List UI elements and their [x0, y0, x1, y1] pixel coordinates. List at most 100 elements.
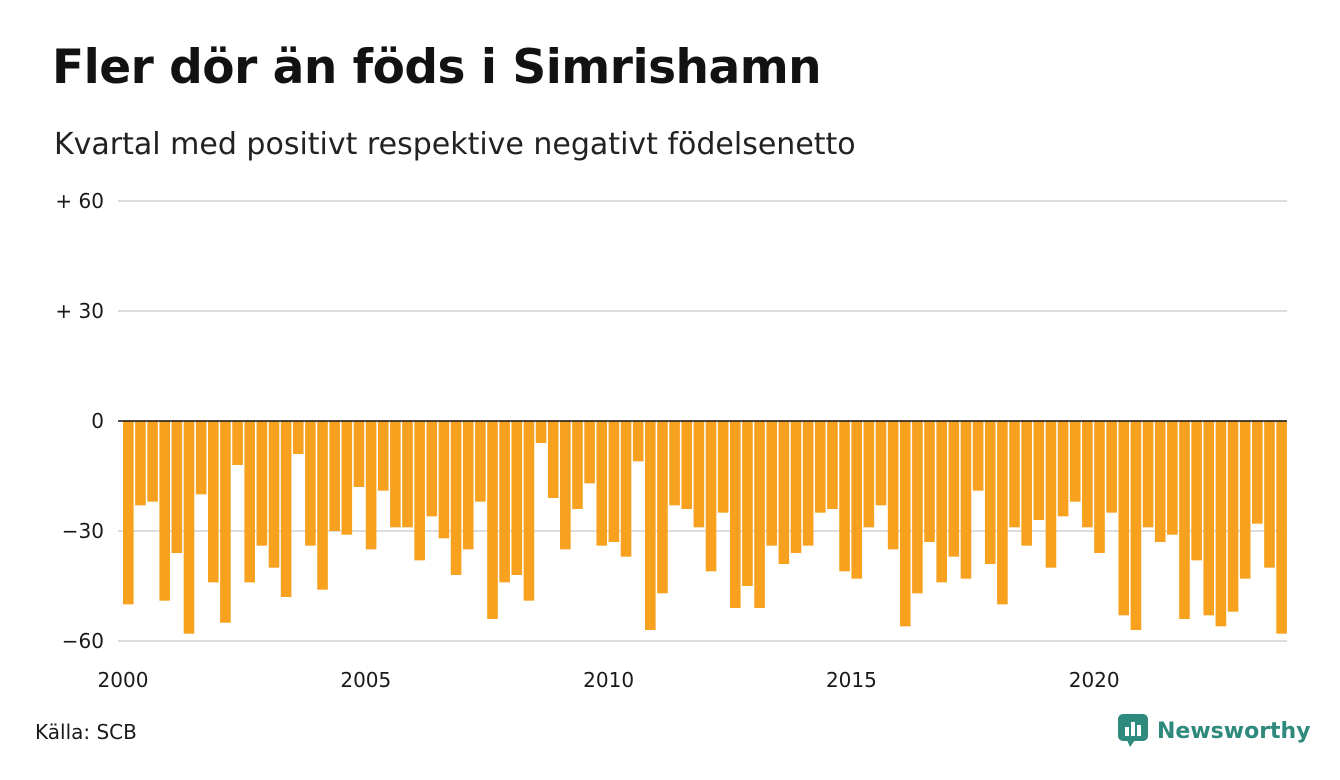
bar — [305, 421, 316, 546]
bar — [171, 421, 183, 553]
bar — [462, 421, 474, 550]
bar — [1215, 421, 1227, 627]
bar — [547, 421, 559, 498]
bar — [317, 421, 328, 590]
bar — [657, 421, 668, 594]
bar — [620, 421, 632, 557]
bar — [924, 421, 935, 542]
bar — [1069, 421, 1081, 502]
bar — [1167, 421, 1178, 535]
bar — [414, 421, 425, 561]
bar — [487, 421, 498, 619]
bar — [1203, 421, 1215, 616]
bar — [596, 421, 608, 546]
bar — [438, 421, 450, 539]
bar — [669, 421, 680, 506]
bar — [123, 421, 134, 605]
y-tick-label: −60 — [62, 629, 104, 653]
bar — [717, 421, 729, 513]
bar — [159, 421, 171, 601]
bar — [523, 421, 535, 601]
bar — [1094, 421, 1105, 553]
grid-lines — [118, 200, 1287, 642]
bar — [244, 421, 255, 583]
bar — [183, 421, 195, 634]
bar — [863, 421, 875, 528]
chart-title: Fler dör än föds i Simrishamn — [52, 40, 822, 95]
bar — [948, 421, 960, 557]
bar — [584, 421, 595, 484]
bar — [997, 421, 1008, 605]
bar — [1021, 421, 1032, 546]
bar — [560, 421, 571, 550]
bar — [1082, 421, 1093, 528]
bar — [1264, 421, 1275, 568]
bar — [754, 421, 765, 608]
bar — [790, 421, 802, 553]
bar — [147, 421, 158, 502]
bar — [839, 421, 850, 572]
bar — [450, 421, 462, 575]
bar — [1227, 421, 1239, 612]
bar — [742, 421, 753, 586]
bar — [899, 421, 911, 627]
bar — [778, 421, 790, 564]
bar — [814, 421, 826, 513]
bar — [608, 421, 620, 542]
bar — [887, 421, 899, 550]
bars — [123, 421, 1287, 634]
source-note: Källa: SCB — [35, 720, 137, 744]
brand-name: Newsworthy — [1157, 718, 1311, 744]
y-tick-label: −30 — [62, 519, 104, 543]
bar — [936, 421, 947, 583]
bar-chart: + 60 + 30 0 −30 −60 2000 2005 2010 2015 2020 — [55, 189, 1287, 692]
bar — [766, 421, 778, 546]
bar — [1118, 421, 1130, 616]
x-tick-label: 2020 — [1069, 668, 1120, 692]
x-tick-label: 2005 — [340, 668, 391, 692]
bar — [1045, 421, 1057, 568]
brand-logo[interactable]: Newsworthy — [1118, 714, 1311, 748]
bar — [232, 421, 243, 465]
bar — [827, 421, 838, 509]
bar — [341, 421, 353, 535]
bar — [426, 421, 438, 517]
bar — [1130, 421, 1142, 630]
bar — [681, 421, 693, 509]
y-tick-label: 0 — [91, 409, 104, 433]
bar — [572, 421, 583, 509]
bar — [535, 421, 547, 443]
bar — [632, 421, 644, 462]
bar — [195, 421, 207, 495]
bar — [1057, 421, 1069, 517]
bar — [511, 421, 523, 575]
bar — [875, 421, 887, 506]
bar — [280, 421, 292, 597]
bar — [365, 421, 377, 550]
bar — [1154, 421, 1166, 542]
y-tick-label: + 30 — [55, 299, 104, 323]
bar — [353, 421, 365, 487]
bar — [268, 421, 280, 568]
bar — [851, 421, 862, 579]
bar — [390, 421, 401, 528]
bar — [1191, 421, 1202, 561]
bar — [984, 421, 996, 564]
bar — [1033, 421, 1045, 520]
bar — [475, 421, 486, 502]
bar — [1009, 421, 1020, 528]
x-tick-label: 2010 — [583, 668, 634, 692]
bar — [730, 421, 741, 608]
bar — [972, 421, 984, 491]
bar — [402, 421, 413, 528]
bar — [207, 421, 219, 583]
bar — [1276, 421, 1287, 634]
newsworthy-logo-icon — [1118, 714, 1148, 747]
x-tick-label: 2000 — [98, 668, 149, 692]
bar — [960, 421, 972, 579]
bar — [377, 421, 389, 491]
bar — [1239, 421, 1251, 579]
bar — [1106, 421, 1117, 513]
bar — [705, 421, 717, 572]
bar — [499, 421, 510, 583]
